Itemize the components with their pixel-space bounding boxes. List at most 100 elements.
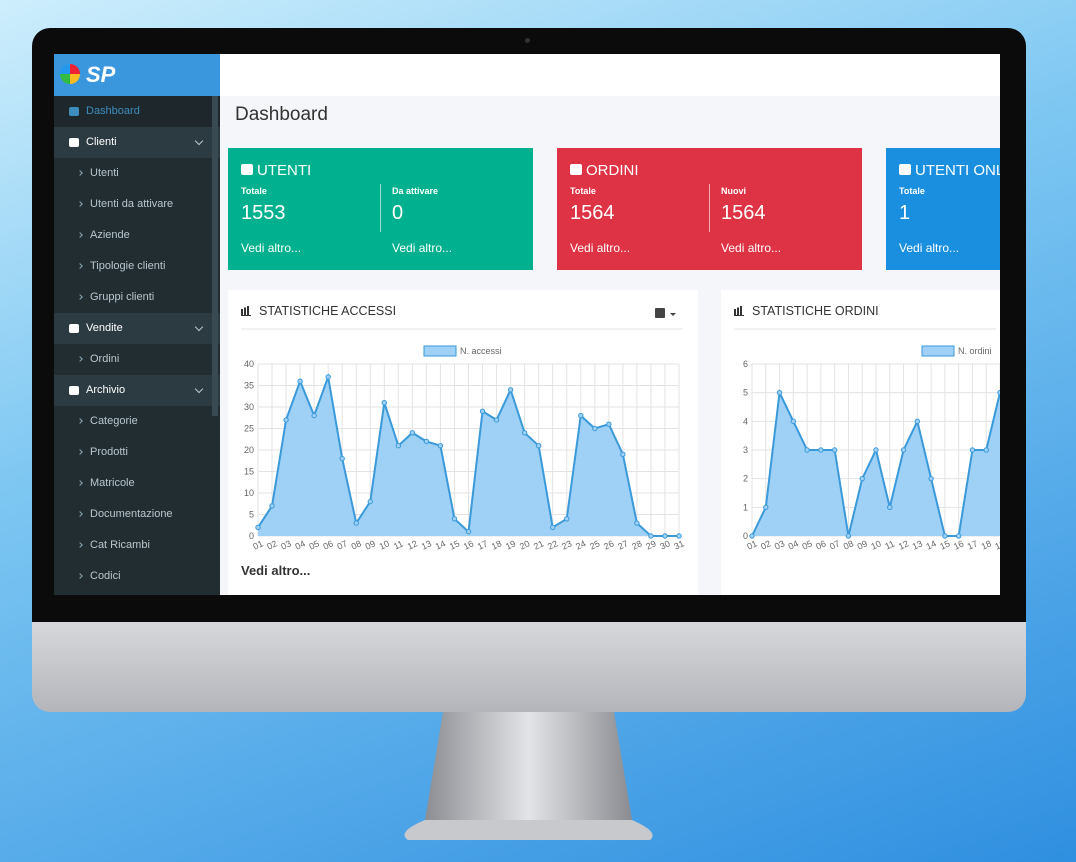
x-tick-label: 17 (966, 538, 979, 551)
menu-label: Clienti (86, 136, 117, 148)
menu-label: Documentazione (90, 508, 173, 520)
card-title: UTENTI (241, 162, 311, 179)
point (997, 389, 1000, 396)
icon (69, 324, 79, 333)
stat-value: 1553 (241, 202, 286, 224)
x-tick-label: 14 (924, 538, 937, 551)
card-title: UTENTI ONLINE (899, 162, 1000, 179)
x-tick-label: 09 (856, 538, 869, 551)
card-link[interactable]: Vedi altro... (241, 241, 302, 255)
menu-item[interactable]: Aziende (54, 220, 220, 251)
x-tick-label: 18 (980, 538, 993, 551)
stat-card: UTENTI ONLINE Totale 1 Vedi altro... (886, 148, 1000, 270)
x-tick-label: 20 (518, 538, 531, 551)
icon (899, 164, 911, 175)
card-link[interactable]: Vedi altro... (570, 241, 631, 255)
chart-title: STATISTICHE ORDINI (752, 304, 879, 318)
point (395, 443, 402, 449)
x-tick-label: 30 (658, 538, 671, 551)
menu-item[interactable]: Cat Ricambi (54, 530, 220, 561)
point (749, 533, 755, 539)
y-tick-label: 20 (244, 445, 254, 455)
x-tick-label: 10 (869, 538, 882, 551)
card-link[interactable]: Vedi altro... (899, 241, 960, 255)
point (423, 438, 430, 445)
point (634, 520, 640, 526)
card-link[interactable]: Vedi altro... (392, 241, 453, 255)
bullet (77, 263, 83, 269)
point (900, 447, 907, 453)
x-tick-label: 19 (504, 538, 517, 551)
top-bar (220, 54, 1000, 96)
point (564, 516, 570, 522)
x-tick-label: 02 (265, 538, 278, 551)
x-tick-label: 17 (476, 538, 489, 551)
chevron (194, 136, 204, 146)
card-link[interactable]: Vedi altro... (721, 241, 782, 255)
logo[interactable]: SP (54, 54, 220, 96)
menu-item[interactable]: Categorie (54, 406, 220, 437)
stat-label: Totale (570, 186, 596, 196)
point (676, 533, 682, 539)
x-tick-label: 04 (293, 538, 306, 551)
point (493, 417, 500, 423)
x-tick-label: 01 (745, 538, 758, 551)
card-stat: Totale 1 Vedi altro... (899, 186, 1000, 266)
x-tick-label: 27 (616, 538, 629, 551)
menu-item[interactable]: Codici (54, 561, 220, 592)
bullet (77, 356, 83, 362)
menu-label: Matricole (90, 477, 135, 489)
menu-group[interactable]: Dashboard (54, 96, 220, 127)
x-tick-label: 04 (787, 538, 800, 551)
menu-item[interactable]: Gruppi clienti (54, 282, 220, 313)
chart-panel: STATISTICHE ORDINI N. ordini 0 1 2 3 4 5 6 01 02 03… (721, 290, 1000, 595)
point (381, 400, 388, 406)
menu-item[interactable]: Prodotti (54, 437, 220, 468)
x-tick-label: 12 (406, 538, 419, 551)
menu-item[interactable]: Tipologie clienti (54, 251, 220, 282)
x-tick-label: 22 (546, 538, 559, 551)
chart-link: Vedi altro... (241, 563, 310, 578)
page-title: Dashboard (235, 104, 328, 125)
x-tick-label: 05 (307, 538, 320, 551)
card-stat: Da attivare 0 Vedi altro... (392, 186, 532, 266)
menu-item[interactable]: Utenti (54, 158, 220, 189)
point (311, 412, 317, 419)
menu-item[interactable]: Ordini (54, 344, 220, 375)
x-tick-label: 10 (378, 538, 391, 551)
menu-group[interactable]: Archivio (54, 375, 220, 406)
menu-label: Tipologie clienti (90, 260, 166, 272)
title-icon (737, 307, 739, 315)
menu-group[interactable]: Vendite (54, 313, 220, 344)
x-tick-label: 13 (420, 538, 433, 551)
card-title: ORDINI (570, 162, 639, 179)
menu-group[interactable]: Clienti (54, 127, 220, 158)
y-tick-label: 4 (743, 416, 748, 426)
x-tick-label: 21 (532, 538, 545, 551)
point (942, 533, 948, 539)
icon (69, 386, 79, 395)
menu-item[interactable]: Matricole (54, 468, 220, 499)
menu-item[interactable]: Utenti da attivare (54, 189, 220, 220)
screen: SP Dashboard Clienti Utenti Utenti da attiv… (54, 54, 1000, 595)
menu-item[interactable]: Documentazione (54, 499, 220, 530)
icon (241, 164, 253, 175)
point (592, 425, 598, 432)
menu-label: Prodotti (90, 446, 128, 458)
chart-panel: STATISTICHE ACCESSI N. accessi 0 5 10 15 20 25 3… (228, 290, 698, 595)
stat-label: Nuovi (721, 186, 747, 196)
stat-label: Totale (241, 186, 267, 196)
stat-label: Totale (899, 186, 925, 196)
point (297, 378, 303, 384)
point (914, 418, 921, 425)
card-title-text: UTENTI (257, 162, 312, 179)
chevron (194, 384, 204, 394)
point (367, 498, 373, 505)
caret (670, 313, 676, 316)
point (983, 447, 989, 453)
point (269, 503, 275, 509)
title-icon (244, 307, 246, 315)
